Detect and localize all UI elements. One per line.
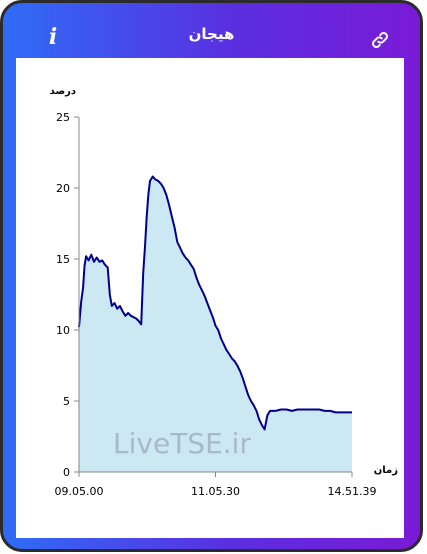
watermark: LiveTSE.ir (113, 427, 251, 460)
y-tick-label: 10 (56, 324, 70, 337)
chart: درصد زمان 0 5 10 15 20 25 09.05.00 11.05.30 14.5… (50, 86, 399, 498)
y-tick-label: 20 (56, 182, 70, 195)
y-axis-label: درصد (50, 86, 76, 97)
y-tick-label: 25 (56, 111, 70, 124)
chart-card: درصد زمان 0 5 10 15 20 25 09.05.00 11.05.30 14.5… (16, 58, 404, 538)
link-icon[interactable] (370, 30, 390, 50)
series-line (78, 175, 352, 431)
x-tick-label: 14.51.39 (328, 485, 377, 498)
y-tick-label: 15 (56, 253, 70, 266)
x-tick-label: 11.05.30 (191, 485, 240, 498)
x-tick-label: 09.05.00 (55, 485, 104, 498)
series-area (79, 176, 352, 472)
widget-header: i هیجان (3, 3, 420, 59)
x-axis-label: زمان (374, 465, 398, 476)
y-tick-label: 0 (63, 466, 70, 479)
y-tick-label: 5 (63, 395, 70, 408)
widget-title: هیجان (188, 25, 235, 43)
info-icon[interactable]: i (48, 24, 58, 50)
